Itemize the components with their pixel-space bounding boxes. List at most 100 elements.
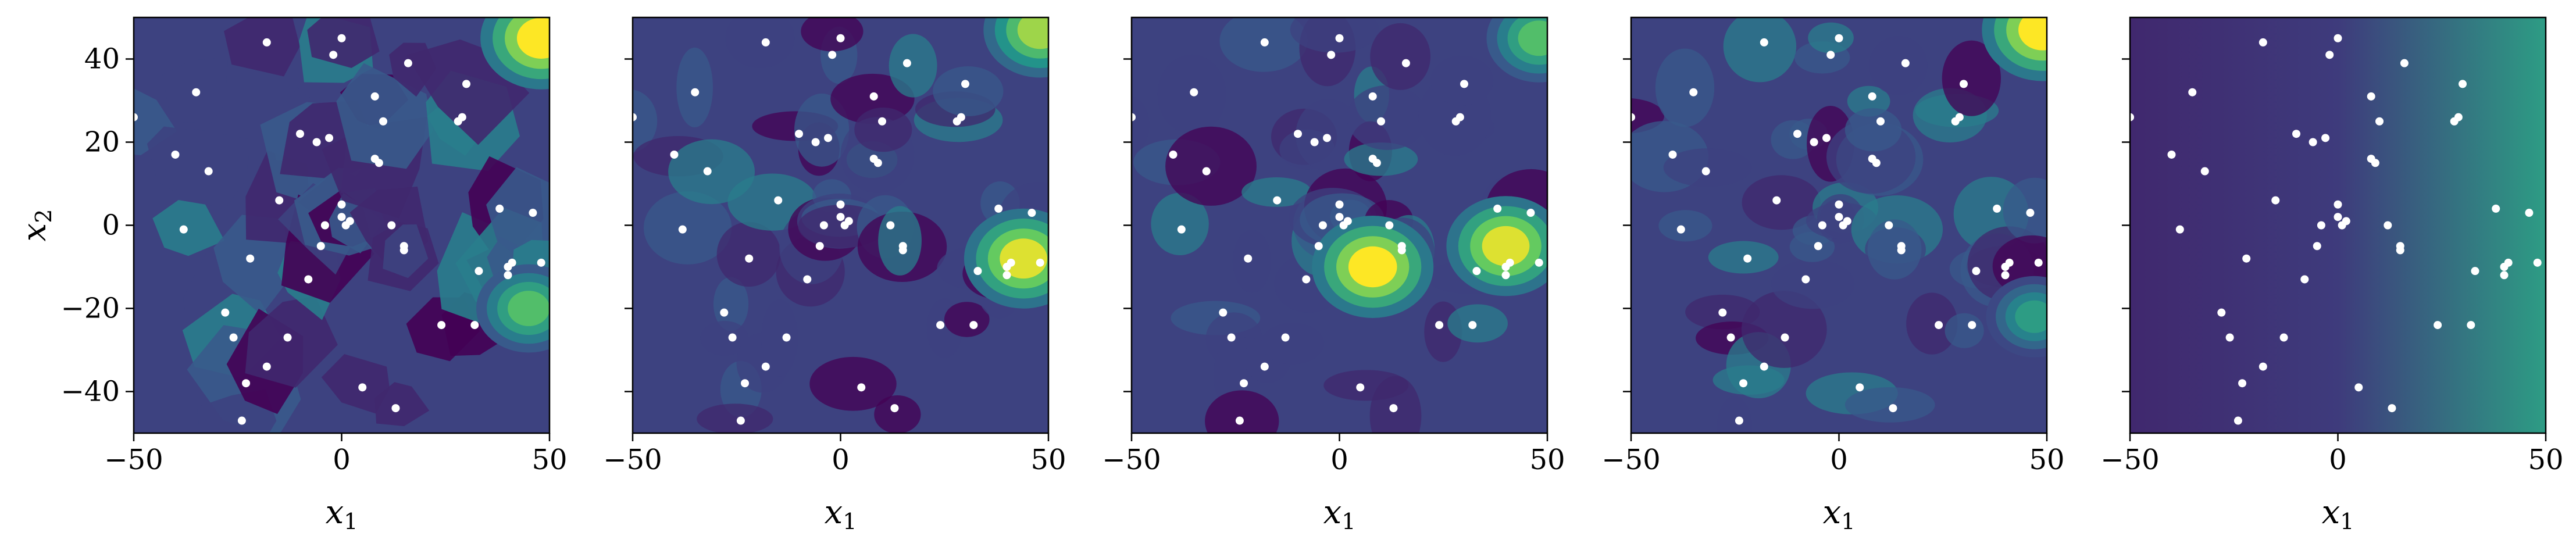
sample-point [1460, 80, 1468, 88]
sample-point [2321, 134, 2330, 142]
sample-point [2225, 333, 2234, 342]
sample-point [1760, 38, 1768, 47]
sample-point [358, 383, 367, 392]
sample-point [1177, 225, 1186, 234]
sample-point [1810, 138, 1818, 147]
sample-point [508, 258, 516, 267]
x-tick-label: 0 [1830, 444, 1848, 476]
panel-4: −50 0 50 x1 [1601, 16, 2065, 534]
sample-point [1468, 321, 1477, 330]
sample-point [1885, 221, 1893, 230]
sample-point [1260, 362, 1269, 371]
y-tick-label: 20 [84, 126, 120, 159]
sample-point [873, 159, 882, 167]
x-axis-label: x1 [326, 494, 358, 534]
sample-point [1455, 113, 1464, 122]
sample-point [2309, 138, 2317, 147]
sample-point [886, 221, 895, 230]
sample-point [474, 267, 483, 276]
x-axis-label: x1 [2322, 494, 2354, 534]
sample-point [345, 217, 354, 226]
sample-point [1318, 221, 1327, 230]
sample-point [387, 221, 396, 230]
x-tick-label: 50 [2029, 444, 2064, 476]
sample-point [2467, 321, 2475, 330]
sample-point [1826, 51, 1835, 59]
sample-point [1856, 383, 1864, 392]
sample-point [2217, 308, 2226, 317]
sample-point [2234, 416, 2242, 425]
sample-point [242, 379, 251, 388]
sample-point [728, 333, 737, 342]
x-tick-label: 0 [2329, 444, 2347, 476]
sample-point [736, 416, 745, 425]
sample-point [957, 113, 965, 122]
x-tick-label: 50 [531, 444, 567, 476]
sample-point [811, 138, 820, 147]
sample-point [1818, 221, 1826, 230]
sample-point [379, 117, 387, 126]
sample-point [1335, 34, 1344, 42]
sample-point [1169, 150, 1178, 159]
sample-point [1972, 267, 1981, 276]
sample-point [283, 333, 292, 342]
sample-point [1501, 271, 1510, 280]
sample-point [404, 59, 412, 67]
x-tick-label: 50 [1529, 444, 1565, 476]
sample-point [204, 167, 213, 176]
sample-point [2388, 404, 2396, 413]
sample-point [2454, 113, 2463, 122]
sample-point [2271, 196, 2280, 205]
sample-point [1227, 333, 1236, 342]
heatmap-field [2130, 17, 2546, 433]
sample-point [1935, 321, 1943, 330]
sample-point [1302, 275, 1311, 284]
sample-point [1901, 59, 1910, 67]
sample-point [275, 196, 284, 205]
sample-point [741, 379, 750, 388]
sample-point [1397, 242, 1406, 251]
sample-point [2167, 150, 2176, 159]
sample-point [2200, 167, 2209, 176]
sample-point [2026, 209, 2035, 217]
sample-point [1260, 38, 1269, 47]
sample-point [2396, 242, 2404, 251]
sample-point [316, 242, 325, 251]
sample-point [828, 51, 837, 59]
sample-point [1343, 217, 1352, 226]
sample-point [2317, 221, 2325, 230]
sample-point [936, 321, 945, 330]
sample-point [1244, 254, 1253, 263]
sample-point [1385, 221, 1394, 230]
sample-point [1793, 130, 1801, 138]
y-tick-label: 0 [102, 209, 120, 242]
sample-point [337, 34, 346, 42]
x-tick-label: −50 [2100, 444, 2159, 476]
sample-point [836, 34, 845, 42]
sample-point [890, 404, 899, 413]
sample-point [2279, 333, 2288, 342]
sample-point [262, 38, 271, 47]
sample-point [2334, 34, 2342, 42]
sample-point [1897, 242, 1906, 251]
sample-point [537, 258, 545, 267]
sample-point [1814, 242, 1822, 251]
x-axis-label: x1 [1823, 494, 1856, 534]
sample-point [1356, 383, 1365, 392]
sample-point [691, 88, 700, 97]
heatmap-field [1631, 17, 2047, 433]
sample-point [1955, 113, 1964, 122]
sample-point [1760, 362, 1768, 371]
sample-point [529, 209, 537, 217]
sample-point [2371, 159, 2379, 167]
x-tick-label: −50 [1102, 444, 1161, 476]
sample-point [1801, 275, 1810, 284]
sample-point [1368, 92, 1377, 101]
sample-point [1493, 204, 1502, 213]
sample-point [1835, 213, 1843, 222]
sample-point [2471, 267, 2479, 276]
sample-point [670, 150, 679, 159]
sample-point [961, 80, 969, 88]
x-tick-label: −50 [603, 444, 662, 476]
sample-point [2325, 51, 2334, 59]
